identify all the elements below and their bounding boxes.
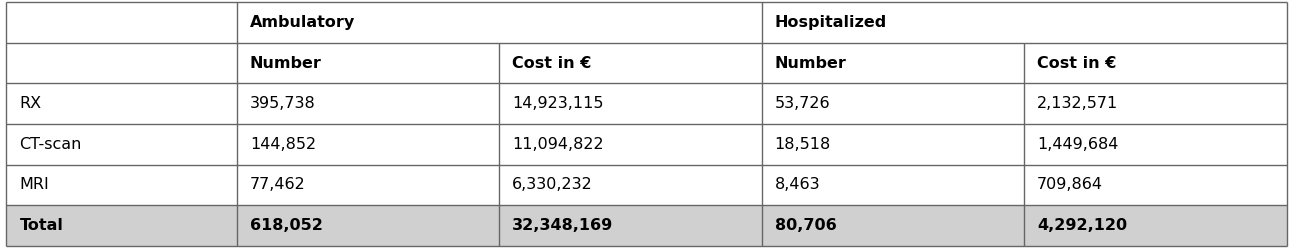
Text: Cost in €: Cost in € xyxy=(1037,56,1116,71)
Bar xyxy=(762,84,1024,124)
Bar xyxy=(1024,124,1287,164)
Text: Ambulatory: Ambulatory xyxy=(250,15,356,30)
Bar xyxy=(6,164,237,205)
Text: 618,052: 618,052 xyxy=(250,218,323,233)
Text: MRI: MRI xyxy=(19,177,49,192)
Bar xyxy=(499,164,762,205)
Bar xyxy=(762,205,1024,246)
Bar xyxy=(762,2,1287,43)
Bar xyxy=(1024,43,1287,84)
Text: 1,449,684: 1,449,684 xyxy=(1037,137,1118,152)
Bar xyxy=(6,2,237,43)
Text: 32,348,169: 32,348,169 xyxy=(512,218,613,233)
Bar xyxy=(237,43,499,84)
Bar xyxy=(762,43,1024,84)
Text: 395,738: 395,738 xyxy=(250,96,315,111)
Bar xyxy=(1024,205,1287,246)
Text: 18,518: 18,518 xyxy=(775,137,831,152)
Text: Cost in €: Cost in € xyxy=(512,56,592,71)
Bar xyxy=(6,43,237,84)
Bar xyxy=(237,164,499,205)
Bar xyxy=(237,84,499,124)
Bar xyxy=(762,124,1024,164)
Text: 14,923,115: 14,923,115 xyxy=(512,96,604,111)
Text: 11,094,822: 11,094,822 xyxy=(512,137,604,152)
Text: 709,864: 709,864 xyxy=(1037,177,1103,192)
Bar xyxy=(237,2,762,43)
Bar xyxy=(762,164,1024,205)
Bar xyxy=(6,124,237,164)
Text: 80,706: 80,706 xyxy=(775,218,837,233)
Text: 77,462: 77,462 xyxy=(250,177,305,192)
Bar xyxy=(237,205,499,246)
Bar xyxy=(499,43,762,84)
Bar xyxy=(1024,164,1287,205)
Bar xyxy=(1024,84,1287,124)
Text: CT-scan: CT-scan xyxy=(19,137,81,152)
Text: Number: Number xyxy=(775,56,847,71)
Text: Number: Number xyxy=(250,56,322,71)
Bar xyxy=(499,124,762,164)
Text: RX: RX xyxy=(19,96,41,111)
Bar xyxy=(6,205,237,246)
Bar xyxy=(499,84,762,124)
Text: 53,726: 53,726 xyxy=(775,96,830,111)
Text: 144,852: 144,852 xyxy=(250,137,315,152)
Bar xyxy=(499,205,762,246)
Text: Total: Total xyxy=(19,218,63,233)
Bar xyxy=(6,84,237,124)
Text: 4,292,120: 4,292,120 xyxy=(1037,218,1127,233)
Text: 6,330,232: 6,330,232 xyxy=(512,177,593,192)
Bar xyxy=(237,124,499,164)
Text: 2,132,571: 2,132,571 xyxy=(1037,96,1118,111)
Text: 8,463: 8,463 xyxy=(775,177,820,192)
Text: Hospitalized: Hospitalized xyxy=(775,15,887,30)
